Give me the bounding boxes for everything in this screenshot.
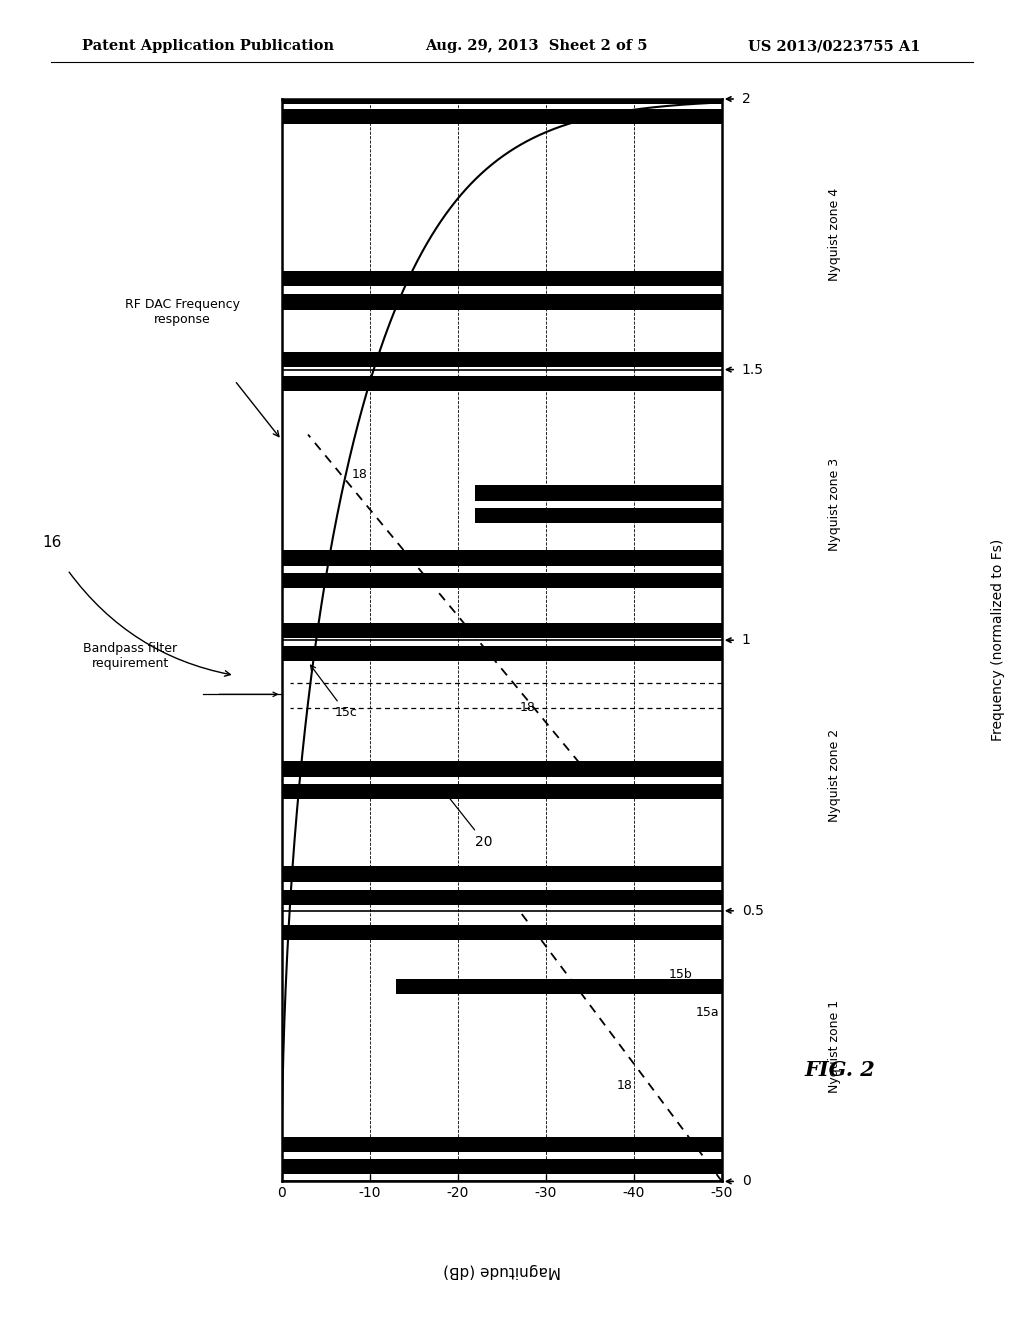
Text: Aug. 29, 2013  Sheet 2 of 5: Aug. 29, 2013 Sheet 2 of 5 [425, 40, 647, 53]
Text: 2: 2 [741, 92, 751, 106]
Text: Bandpass filter
requirement: Bandpass filter requirement [83, 643, 177, 671]
Bar [475, 486, 722, 500]
Text: 15b: 15b [669, 969, 693, 982]
Bar [282, 271, 722, 286]
Text: Magnitude (dB): Magnitude (dB) [442, 1262, 561, 1278]
Text: Nyquist zone 2: Nyquist zone 2 [828, 729, 841, 822]
Text: 18: 18 [519, 701, 536, 714]
Text: 18: 18 [616, 1080, 632, 1093]
Bar [282, 623, 722, 638]
Bar [282, 784, 722, 800]
Text: 15a: 15a [695, 1006, 719, 1019]
Text: Patent Application Publication: Patent Application Publication [82, 40, 334, 53]
Text: 0: 0 [741, 1175, 751, 1188]
Text: Frequency (normalized to Fs): Frequency (normalized to Fs) [991, 539, 1006, 742]
Bar [282, 866, 722, 882]
Bar [282, 108, 722, 124]
Bar [396, 979, 722, 994]
Text: Nyquist zone 3: Nyquist zone 3 [828, 458, 841, 552]
Text: 15c: 15c [310, 665, 357, 719]
Text: Nyquist zone 4: Nyquist zone 4 [828, 187, 841, 281]
Text: 0.5: 0.5 [741, 904, 764, 917]
Bar [282, 1137, 722, 1152]
Bar [282, 352, 722, 367]
Bar [282, 762, 722, 776]
Bar [282, 1159, 722, 1173]
Bar [282, 890, 722, 904]
Text: 1: 1 [741, 634, 751, 647]
Text: Nyquist zone 1: Nyquist zone 1 [828, 999, 841, 1093]
Bar [282, 376, 722, 391]
Bar [282, 294, 722, 309]
Bar [282, 647, 722, 661]
Text: 18: 18 [352, 467, 368, 480]
Bar [282, 88, 722, 104]
Text: US 2013/0223755 A1: US 2013/0223755 A1 [748, 40, 920, 53]
Text: RF DAC Frequency
response: RF DAC Frequency response [125, 298, 240, 326]
Text: 1.5: 1.5 [741, 363, 764, 376]
Text: 16: 16 [42, 536, 61, 550]
Bar [475, 508, 722, 523]
Text: FIG. 2: FIG. 2 [804, 1060, 876, 1080]
Bar [282, 925, 722, 940]
Bar [282, 573, 722, 589]
Text: 20: 20 [442, 789, 493, 849]
Bar [282, 550, 722, 565]
